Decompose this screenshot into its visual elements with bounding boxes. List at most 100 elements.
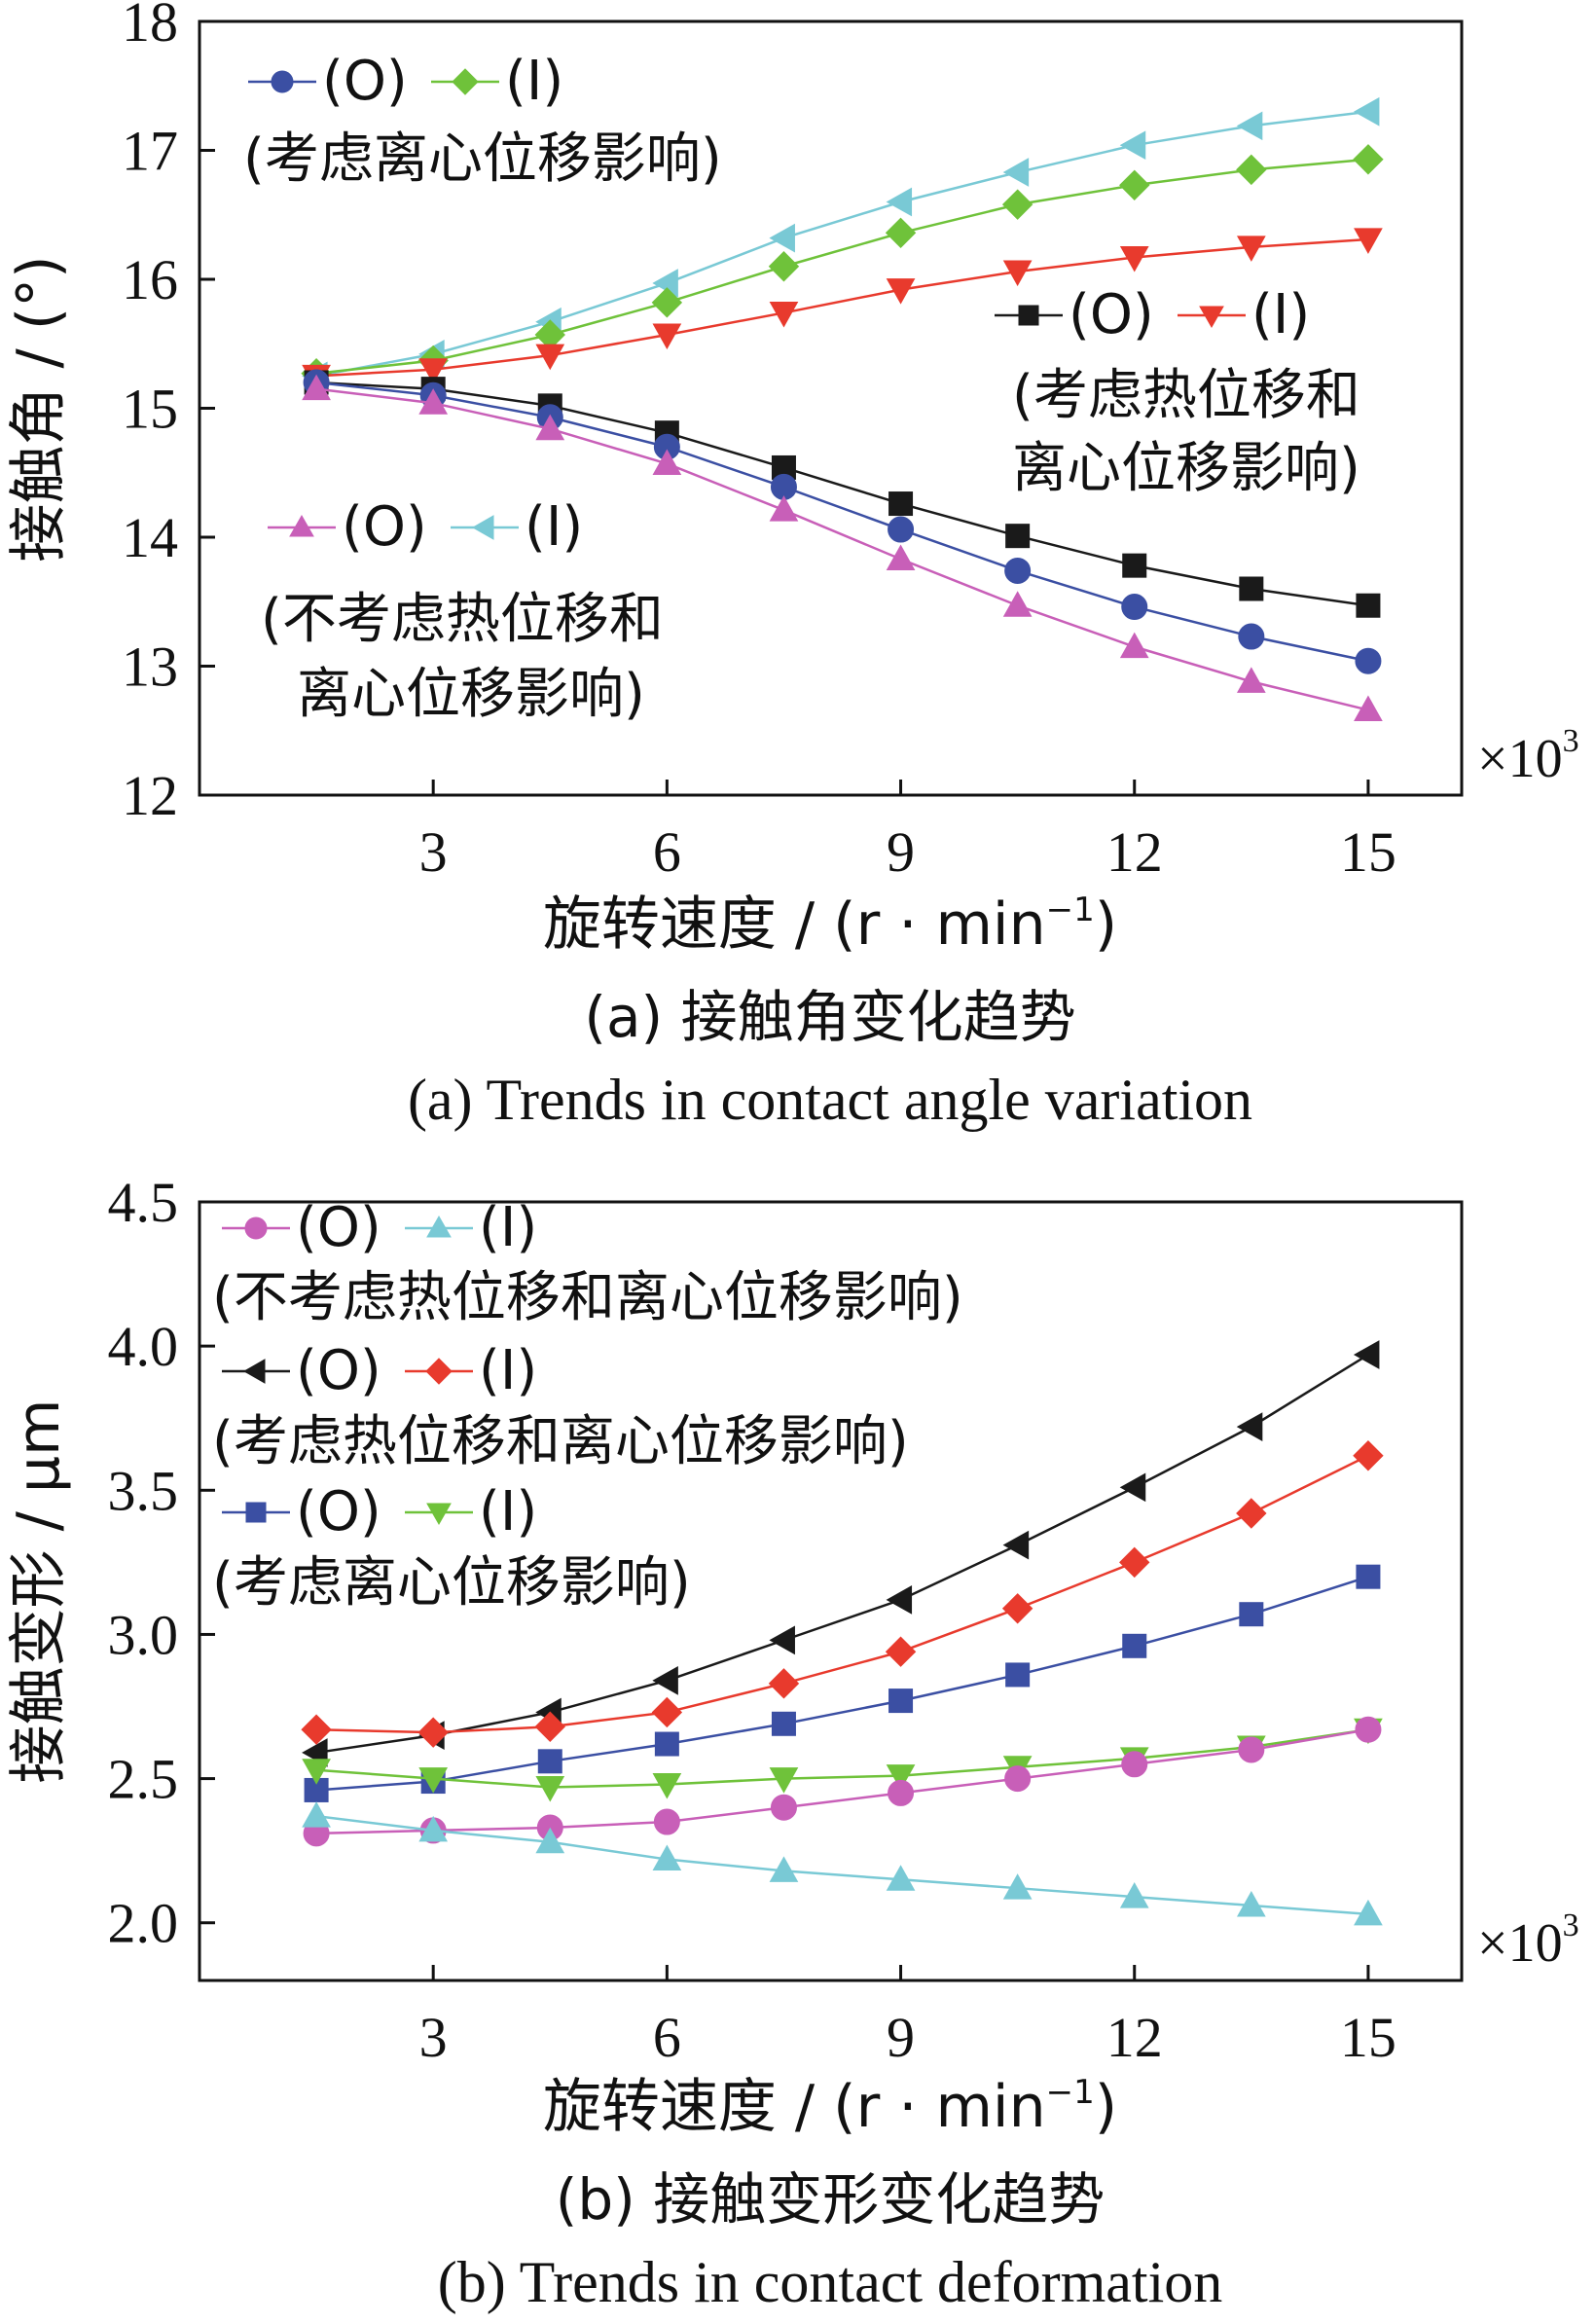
chart-a-legend-marker xyxy=(289,514,314,537)
chart-b-legend-label: (I) xyxy=(479,1480,537,1543)
chart-a-x-tick-label: 9 xyxy=(887,820,915,884)
chart-b-point-I_both xyxy=(651,1696,683,1728)
chart-a-point-I_cent xyxy=(1236,154,1267,186)
chart-b-y-tick-label: 3.0 xyxy=(108,1603,179,1666)
chart-b-point-O_none xyxy=(653,1808,680,1835)
chart-a-point-I_both xyxy=(1002,260,1033,287)
chart-b-point-O_cent xyxy=(1122,1633,1147,1658)
chart-b-legend-marker xyxy=(244,1216,268,1240)
chart-a-point-I_both xyxy=(1119,245,1149,272)
chart-b-series xyxy=(301,1340,1384,1926)
chart-a-legend-label: (O) xyxy=(322,50,408,113)
chart-a-series-line-I_both xyxy=(316,237,1369,378)
chart-a-legend-description: 离心位移影响) xyxy=(297,663,645,726)
chart-a-x-tick-label: 12 xyxy=(1106,820,1163,884)
chart-b-point-O_none xyxy=(1238,1736,1265,1763)
chart-b-point-I_both xyxy=(534,1711,565,1742)
chart-a-legend-label: (I) xyxy=(1251,283,1310,346)
chart-b-x-tick-label: 3 xyxy=(419,2006,448,2069)
chart-b-point-O_both xyxy=(1236,1412,1263,1441)
chart-a-point-I_both xyxy=(769,301,799,328)
chart-a-x-tick-label: 6 xyxy=(653,820,681,884)
chart-b-point-O_none xyxy=(770,1794,797,1821)
chart-a-point-O_none xyxy=(769,495,799,522)
chart-a-point-O_cent xyxy=(1004,557,1032,584)
chart-b-ticks: 3 6 9 12 15 2.0 2.5 3.0 3.5 4.0 4.5 xyxy=(108,1171,1396,2069)
chart-b-point-I_both xyxy=(1119,1546,1150,1579)
chart-a-point-O_none xyxy=(1354,695,1383,722)
chart-a-y-axis-label: 接触角 / (°) xyxy=(5,255,73,562)
chart-a-point-O_none xyxy=(1002,591,1033,617)
chart-a-point-O_both xyxy=(1122,553,1147,578)
chart-a-point-I_none xyxy=(1236,111,1263,141)
chart-a-point-I_none xyxy=(769,223,795,253)
chart-b-series-line-O_both xyxy=(315,1353,1369,1755)
chart-b-y-tick-label: 2.5 xyxy=(108,1748,179,1811)
chart-a-point-I_cent xyxy=(1001,189,1033,220)
chart-b-point-I_none xyxy=(418,1815,449,1842)
chart-a-point-I_both xyxy=(418,358,449,384)
chart-b-caption-en: (b) Trends in contact deformation xyxy=(438,2250,1223,2314)
chart-a-caption-en: (a) Trends in contact angle variation xyxy=(408,1068,1252,1132)
chart-b-legend-marker xyxy=(425,1358,453,1385)
chart-a-y-tick-label: 13 xyxy=(122,635,178,699)
chart-a-point-O_both xyxy=(1239,576,1264,601)
chart-b-point-O_none xyxy=(888,1779,915,1806)
chart-a-point-O_none xyxy=(535,414,565,441)
chart-b-point-I_both xyxy=(768,1668,800,1699)
chart-b: 3 6 9 12 15 2.0 2.5 3.0 3.5 4.0 4.5 (O) (I) (不考虑热位移和… xyxy=(5,1171,1579,2314)
chart-b-point-I_none xyxy=(535,1827,565,1854)
chart-b-legend-label: (O) xyxy=(296,1339,381,1402)
chart-b-point-I_cent xyxy=(769,1767,799,1794)
chart-a-legend-marker xyxy=(271,70,294,93)
chart-b-x-tick-label: 6 xyxy=(653,2006,681,2069)
chart-b-point-O_cent xyxy=(654,1731,679,1757)
chart-b-y-tick-label: 4.0 xyxy=(108,1315,179,1378)
chart-b-point-I_none xyxy=(769,1856,799,1882)
chart-b-point-O_both xyxy=(769,1625,795,1655)
chart-b-series-line-O_cent xyxy=(316,1575,1369,1792)
chart-b-point-I_none xyxy=(1002,1873,1033,1900)
chart-b-point-O_cent xyxy=(771,1711,796,1736)
chart-a-y-tick-label: 14 xyxy=(122,506,178,569)
chart-a-legend-description: (不考虑热位移和 xyxy=(261,588,664,651)
chart-a-point-I_cent xyxy=(885,217,917,249)
chart-a-point-O_none xyxy=(418,388,449,415)
chart-b-y-tick-label: 3.5 xyxy=(108,1459,179,1522)
chart-a-point-O_cent xyxy=(1355,647,1382,674)
chart-b-series-line-I_cent xyxy=(316,1727,1369,1789)
chart-a-series-line-O_none xyxy=(315,387,1369,711)
chart-a-y-tick-label: 16 xyxy=(122,248,178,311)
chart-b-legend-description: (不考虑热位移和离心位移影响) xyxy=(212,1266,963,1329)
chart-a-legend-marker xyxy=(1018,305,1039,326)
chart-b-x-axis-label: 旋转速度 / (r · min−1) xyxy=(543,2073,1117,2141)
chart-b-legend: (O) (I) (不考虑热位移和离心位移影响) (O) (I) (考虑热位移和离心位移影响… xyxy=(212,1196,963,1615)
chart-b-point-O_cent xyxy=(1239,1602,1264,1627)
chart-a-point-O_both xyxy=(888,491,914,517)
chart-b-point-O_cent xyxy=(537,1749,562,1774)
chart-a-y-tick-label: 17 xyxy=(122,120,178,183)
chart-a-point-O_both xyxy=(1356,593,1381,618)
chart-a-x-axis-label: 旋转速度 / (r · min−1) xyxy=(543,890,1117,959)
chart-a-point-I_cent xyxy=(768,251,800,282)
chart-b-point-I_none xyxy=(652,1844,682,1871)
chart-a-point-I_both xyxy=(886,278,916,305)
chart-a-legend-description: (考虑热位移和 xyxy=(1012,364,1360,427)
chart-a-point-O_both xyxy=(1005,524,1031,549)
chart-b-point-I_cent xyxy=(302,1759,331,1785)
chart-b-point-I_cent xyxy=(886,1764,916,1791)
chart-b-legend-label: (I) xyxy=(479,1339,537,1402)
chart-b-point-I_none xyxy=(1354,1899,1383,1926)
chart-b-point-O_both xyxy=(1119,1472,1146,1503)
chart-b-point-O_cent xyxy=(888,1689,914,1714)
chart-a-point-I_none xyxy=(1353,96,1380,127)
chart-a-x-tick-label: 3 xyxy=(419,820,448,884)
chart-a-point-I_both xyxy=(652,323,682,349)
chart-a-series xyxy=(301,96,1384,722)
chart-b-caption-zh: (b) 接触变形变化趋势 xyxy=(556,2166,1106,2233)
chart-a-multiplier: ×103 xyxy=(1477,723,1579,789)
chart-b-point-I_none xyxy=(886,1865,916,1891)
chart-a-series-line-I_none xyxy=(315,110,1369,378)
chart-a-point-I_both xyxy=(1354,228,1383,254)
